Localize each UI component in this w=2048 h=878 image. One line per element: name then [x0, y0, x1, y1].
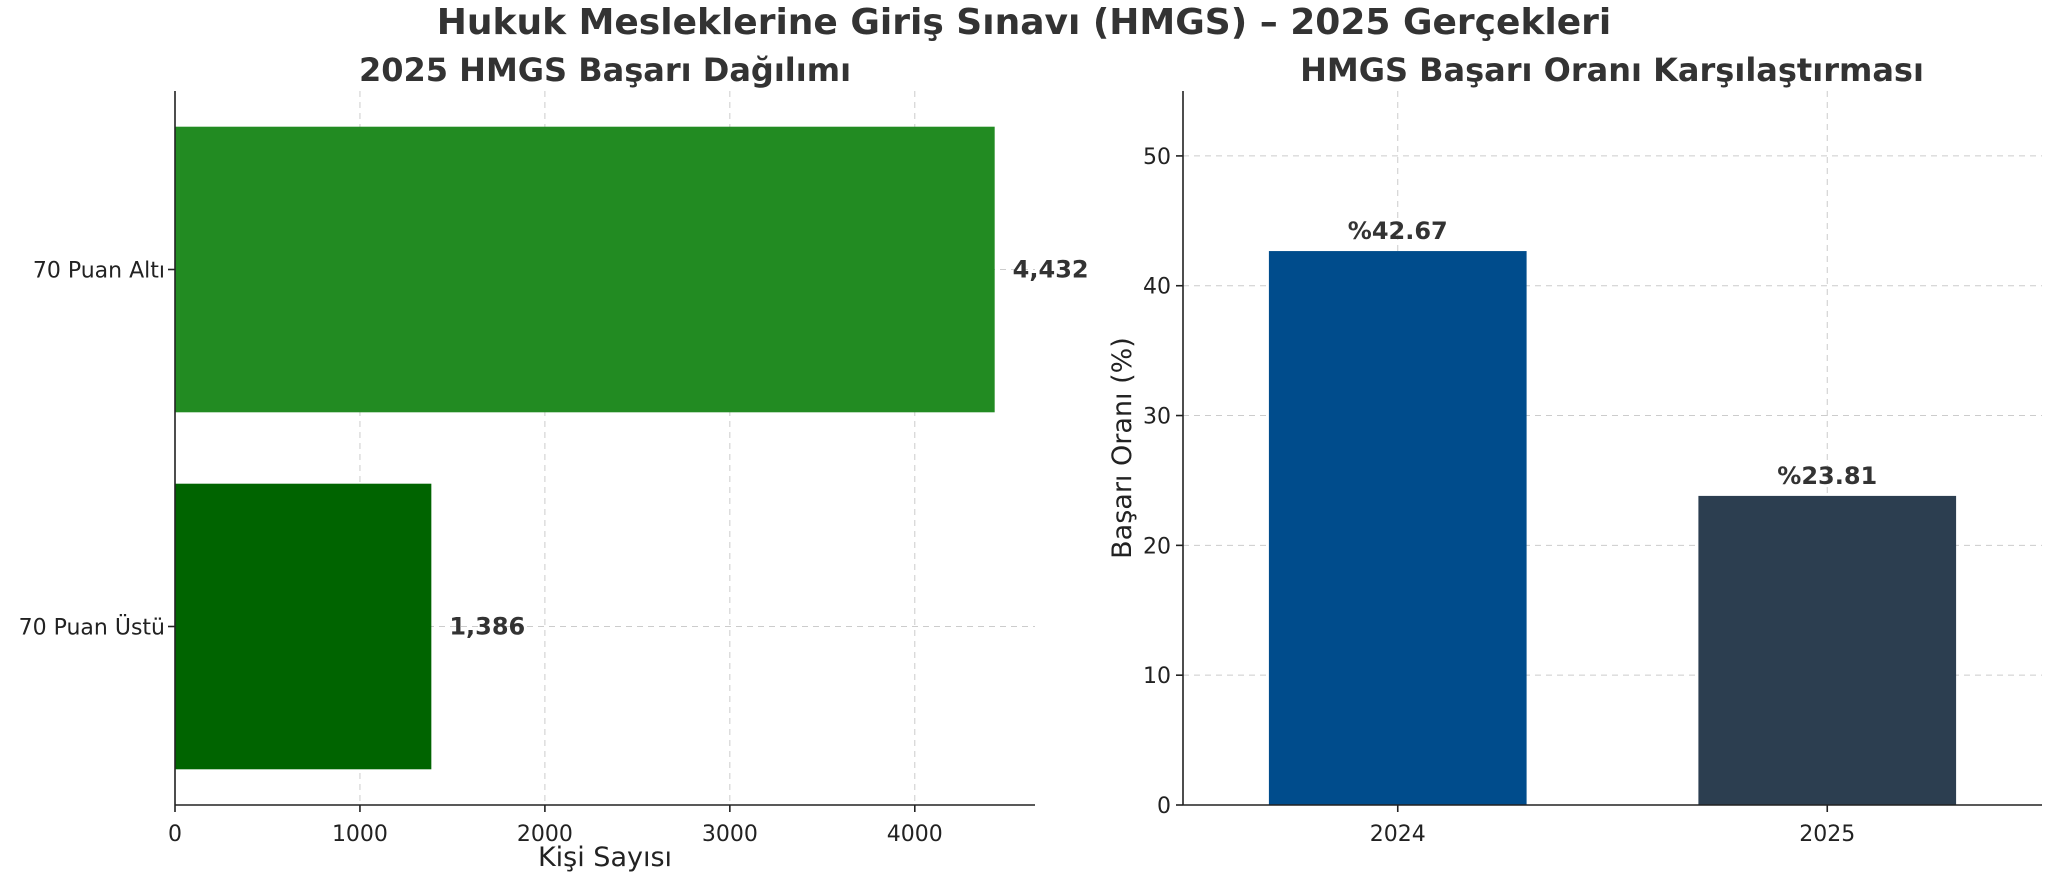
right-y-tick-label: 20 [1143, 534, 1171, 559]
right-y-tick-label: 0 [1157, 794, 1171, 819]
left-x-tick-label: 2000 [517, 822, 573, 847]
left-x-tick-label: 4000 [887, 822, 943, 847]
left-chart-title: 2025 HMGS Başarı Dağılımı [359, 51, 851, 89]
left-bar-value-label: 4,432 [1013, 256, 1089, 284]
right-y-tick-label: 10 [1143, 664, 1171, 689]
right-chart: HMGS Başarı Oranı Karşılaştırması 2024 20… [1107, 51, 2042, 847]
left-y-tick-label: 70 Puan Üstü [19, 615, 165, 641]
right-chart-x-ticks: 2024 2025 [1370, 805, 1855, 847]
left-bar-value-label: 1,386 [449, 613, 525, 641]
right-x-tick-label: 2025 [1799, 822, 1855, 847]
right-bar [1698, 495, 1957, 805]
left-bar [175, 126, 995, 413]
right-y-tick-label: 30 [1143, 405, 1171, 430]
left-chart-y-ticks: 70 Puan Altı 70 Puan Üstü [19, 259, 175, 641]
right-bar-value-label: %42.67 [1348, 217, 1448, 245]
left-bar [175, 483, 432, 770]
right-chart-title: HMGS Başarı Oranı Karşılaştırması [1300, 51, 1924, 89]
left-chart-value-labels: 4,432 1,386 [449, 256, 1088, 641]
left-x-tick-label: 1000 [332, 822, 388, 847]
right-x-tick-label: 2024 [1370, 822, 1426, 847]
right-bar-value-label: %23.81 [1777, 462, 1877, 490]
left-chart-x-axis-label: Kişi Sayısı [538, 842, 672, 873]
left-x-tick-label: 3000 [702, 822, 758, 847]
page-title: Hukuk Mesleklerine Giriş Sınavı (HMGS) –… [436, 2, 1612, 43]
right-chart-y-axis-label: Başarı Oranı (%) [1107, 337, 1138, 559]
right-chart-bars [1268, 251, 1957, 806]
right-y-tick-label: 50 [1143, 145, 1171, 170]
left-chart: 2025 HMGS Başarı Dağılımı 0 1000 2000 3000 4… [19, 51, 1089, 873]
left-chart-bars [175, 126, 995, 770]
left-chart-x-ticks: 0 1000 2000 3000 4000 [168, 805, 943, 847]
right-chart-value-labels: %42.67 %23.81 [1348, 217, 1877, 490]
left-x-tick-label: 0 [168, 822, 182, 847]
left-y-tick-label: 70 Puan Altı [33, 259, 165, 284]
right-chart-y-ticks: 0 10 20 30 40 50 [1143, 145, 1183, 819]
right-y-tick-label: 40 [1143, 275, 1171, 300]
right-bar [1268, 251, 1527, 806]
